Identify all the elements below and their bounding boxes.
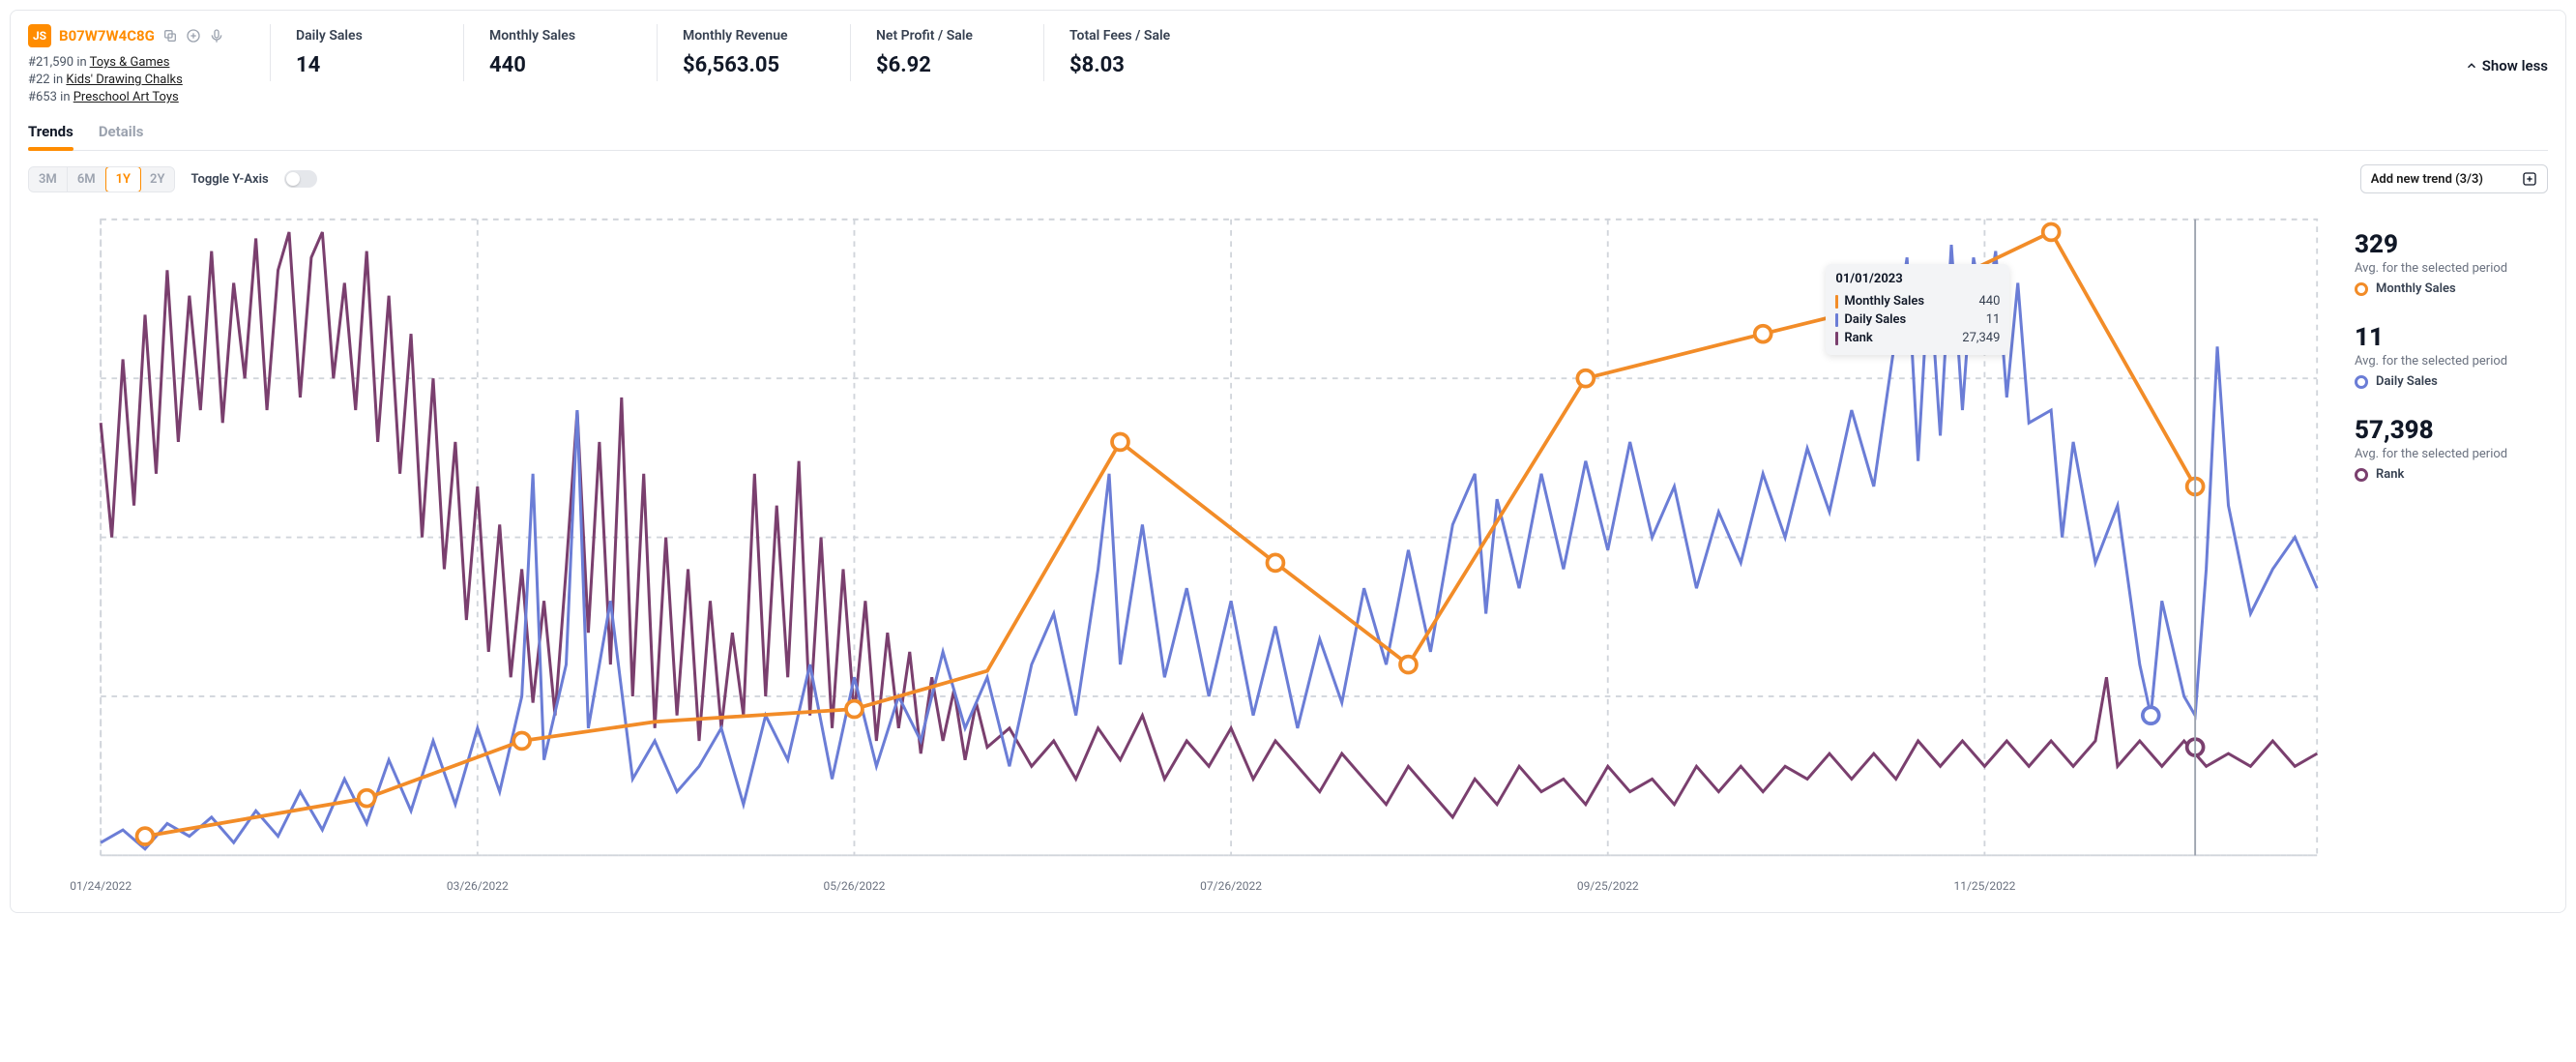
stat-label: Total Fees / Sale (1069, 28, 1212, 44)
tab-trends[interactable]: Trends (28, 117, 73, 150)
product-column: JS B07W7W4C8G #21,590 in Toys & Games #22… (28, 24, 270, 107)
category-link[interactable]: Preschool Art Toys (73, 90, 179, 104)
category-rank-line: #21,590 in Toys & Games (28, 55, 260, 70)
stat-block: Monthly Sales 440 (463, 24, 657, 81)
chart-tooltip: 01/01/2023 Monthly Sales 440 Daily Sales… (1826, 264, 2009, 355)
stat-value: $6,563.05 (683, 53, 825, 77)
tooltip-row: Rank 27,349 (1835, 329, 2000, 347)
controls-row: 3M6M1Y2Y Toggle Y-Axis Add new trend (3/… (28, 164, 2548, 193)
asin-row: JS B07W7W4C8G (28, 24, 260, 47)
legend-block: 57,398 Avg. for the selected period Rank (2355, 416, 2548, 482)
legend-block: 11 Avg. for the selected period Daily Sa… (2355, 323, 2548, 389)
range-button-1y[interactable]: 1Y (105, 166, 141, 192)
header-row: JS B07W7W4C8G #21,590 in Toys & Games #22… (28, 24, 2548, 107)
stat-block: Total Fees / Sale $8.03 (1043, 24, 1237, 81)
stat-block: Net Profit / Sale $6.92 (850, 24, 1043, 81)
stat-block: Daily Sales 14 (270, 24, 463, 81)
tooltip-row: Monthly Sales 440 (1835, 292, 2000, 310)
copy-icon[interactable] (162, 28, 178, 44)
asin-link[interactable]: B07W7W4C8G (59, 27, 155, 44)
range-button-6m[interactable]: 6M (68, 167, 106, 192)
x-axis-tick: 05/26/2022 (824, 879, 886, 893)
legend-subtitle: Avg. for the selected period (2355, 354, 2548, 369)
add-trend-label: Add new trend (3/3) (2371, 172, 2483, 187)
stat-value: $8.03 (1069, 53, 1212, 77)
plus-square-icon (2522, 171, 2537, 187)
legend-series: Rank (2355, 467, 2548, 482)
range-button-3m[interactable]: 3M (29, 167, 68, 192)
stat-label: Daily Sales (296, 28, 438, 44)
chart-area[interactable]: 01/01/2023 Monthly Sales 440 Daily Sales… (28, 201, 2335, 895)
legend-value: 329 (2355, 230, 2548, 259)
chart-wrap: 01/01/2023 Monthly Sales 440 Daily Sales… (28, 201, 2548, 895)
legend-subtitle: Avg. for the selected period (2355, 447, 2548, 461)
category-link[interactable]: Kids' Drawing Chalks (66, 73, 182, 87)
microphone-icon[interactable] (209, 28, 224, 44)
chevron-up-icon (2465, 59, 2478, 73)
time-range-group: 3M6M1Y2Y (28, 166, 175, 192)
show-less-toggle[interactable]: Show less (2465, 57, 2548, 74)
legend-block: 329 Avg. for the selected period Monthly… (2355, 230, 2548, 296)
x-axis-tick: 11/25/2022 (1953, 879, 2015, 893)
toggle-yaxis-switch[interactable] (284, 170, 317, 188)
stat-block: Monthly Revenue $6,563.05 (657, 24, 850, 81)
legend-value: 57,398 (2355, 416, 2548, 445)
category-rank-line: #22 in Kids' Drawing Chalks (28, 73, 260, 87)
toggle-yaxis-label: Toggle Y-Axis (190, 172, 268, 187)
add-circle-icon[interactable] (186, 28, 201, 44)
add-trend-button[interactable]: Add new trend (3/3) (2360, 164, 2548, 193)
show-less-label: Show less (2482, 57, 2548, 74)
x-axis-labels: 01/24/2022 03/26/2022 05/26/2022 07/26/2022… (28, 879, 2335, 895)
legend-dot-icon (2355, 282, 2368, 296)
js-badge: JS (28, 24, 51, 47)
legend-series: Daily Sales (2355, 374, 2548, 389)
tabs: Trends Details (28, 117, 2548, 151)
legend-dot-icon (2355, 375, 2368, 389)
category-link[interactable]: Toys & Games (90, 55, 170, 70)
product-panel: JS B07W7W4C8G #21,590 in Toys & Games #22… (10, 10, 2566, 913)
legend-series: Monthly Sales (2355, 281, 2548, 296)
stat-value: 440 (489, 53, 631, 77)
legend-dot-icon (2355, 468, 2368, 482)
category-rank-line: #653 in Preschool Art Toys (28, 90, 260, 104)
range-button-2y[interactable]: 2Y (140, 167, 174, 192)
legend-subtitle: Avg. for the selected period (2355, 261, 2548, 276)
x-axis-tick: 03/26/2022 (447, 879, 509, 893)
x-axis-tick: 01/24/2022 (70, 879, 132, 893)
stat-value: 14 (296, 53, 438, 77)
stat-value: $6.92 (876, 53, 1018, 77)
tooltip-row: Daily Sales 11 (1835, 310, 2000, 329)
x-axis-tick: 09/25/2022 (1577, 879, 1639, 893)
legend-value: 11 (2355, 323, 2548, 352)
stat-label: Net Profit / Sale (876, 28, 1018, 44)
legend-column: 329 Avg. for the selected period Monthly… (2355, 201, 2548, 895)
stat-label: Monthly Sales (489, 28, 631, 44)
tab-details[interactable]: Details (99, 117, 144, 150)
tooltip-date: 01/01/2023 (1835, 272, 2000, 286)
stat-label: Monthly Revenue (683, 28, 825, 44)
x-axis-tick: 07/26/2022 (1200, 879, 1262, 893)
